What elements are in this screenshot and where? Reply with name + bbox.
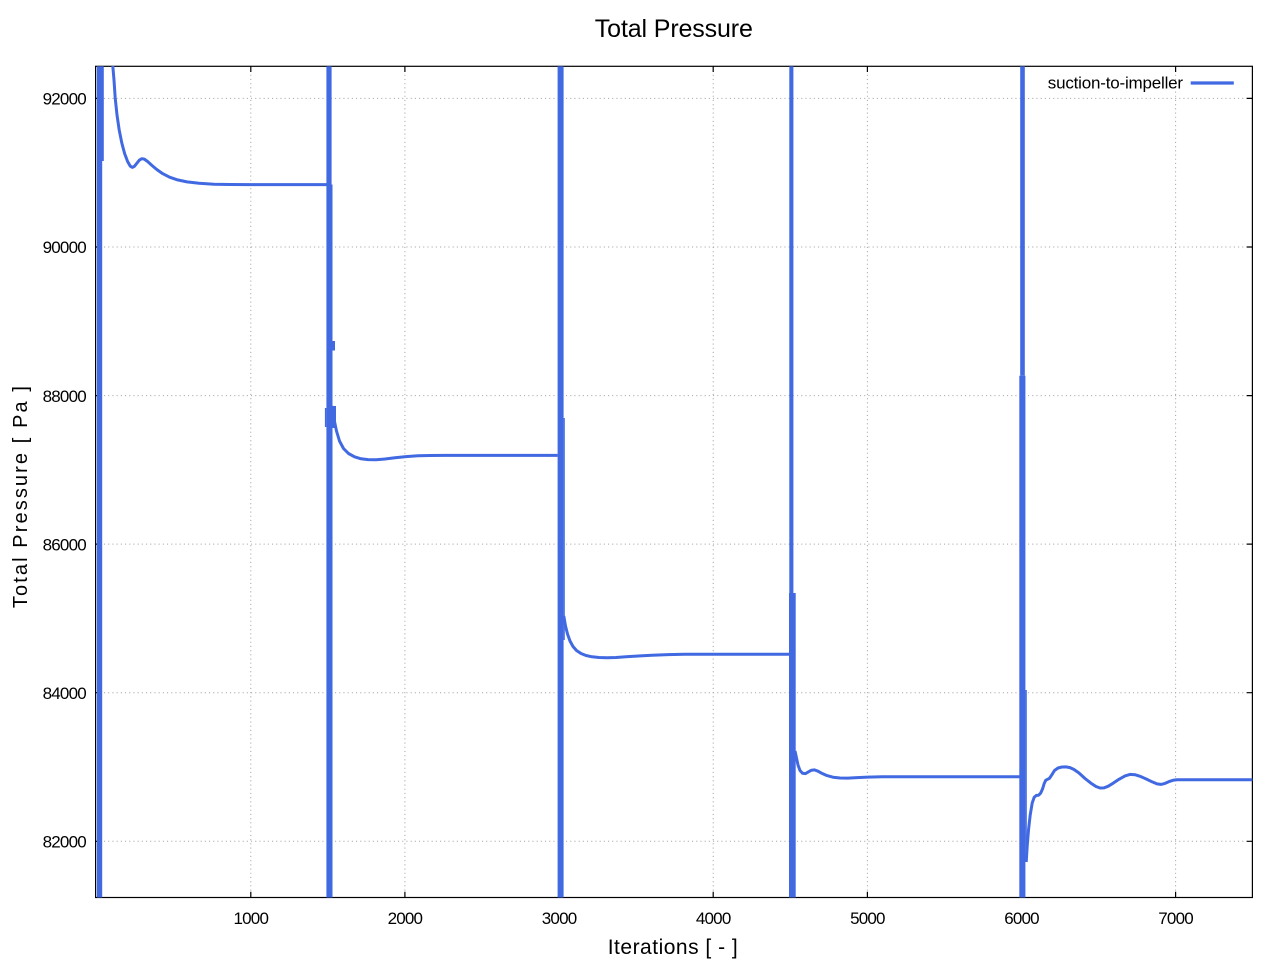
svg-text:Total Pressure [ Pa ]: Total Pressure [ Pa ]	[10, 384, 32, 608]
svg-text:3000: 3000	[542, 909, 577, 928]
svg-text:88000: 88000	[43, 387, 87, 406]
svg-text:7000: 7000	[1158, 909, 1193, 928]
svg-text:92000: 92000	[43, 90, 87, 109]
svg-text:90000: 90000	[43, 238, 87, 257]
svg-text:Total Pressure: Total Pressure	[595, 15, 753, 43]
svg-text:1000: 1000	[233, 909, 268, 928]
svg-text:suction-to-impeller: suction-to-impeller	[1048, 74, 1184, 93]
svg-text:2000: 2000	[388, 909, 423, 928]
svg-text:86000: 86000	[43, 535, 87, 554]
svg-text:5000: 5000	[850, 909, 885, 928]
svg-text:82000: 82000	[43, 833, 87, 852]
svg-text:4000: 4000	[696, 909, 731, 928]
svg-text:Iterations [ - ]: Iterations [ - ]	[608, 936, 739, 959]
svg-text:6000: 6000	[1004, 909, 1039, 928]
svg-text:84000: 84000	[43, 684, 87, 703]
